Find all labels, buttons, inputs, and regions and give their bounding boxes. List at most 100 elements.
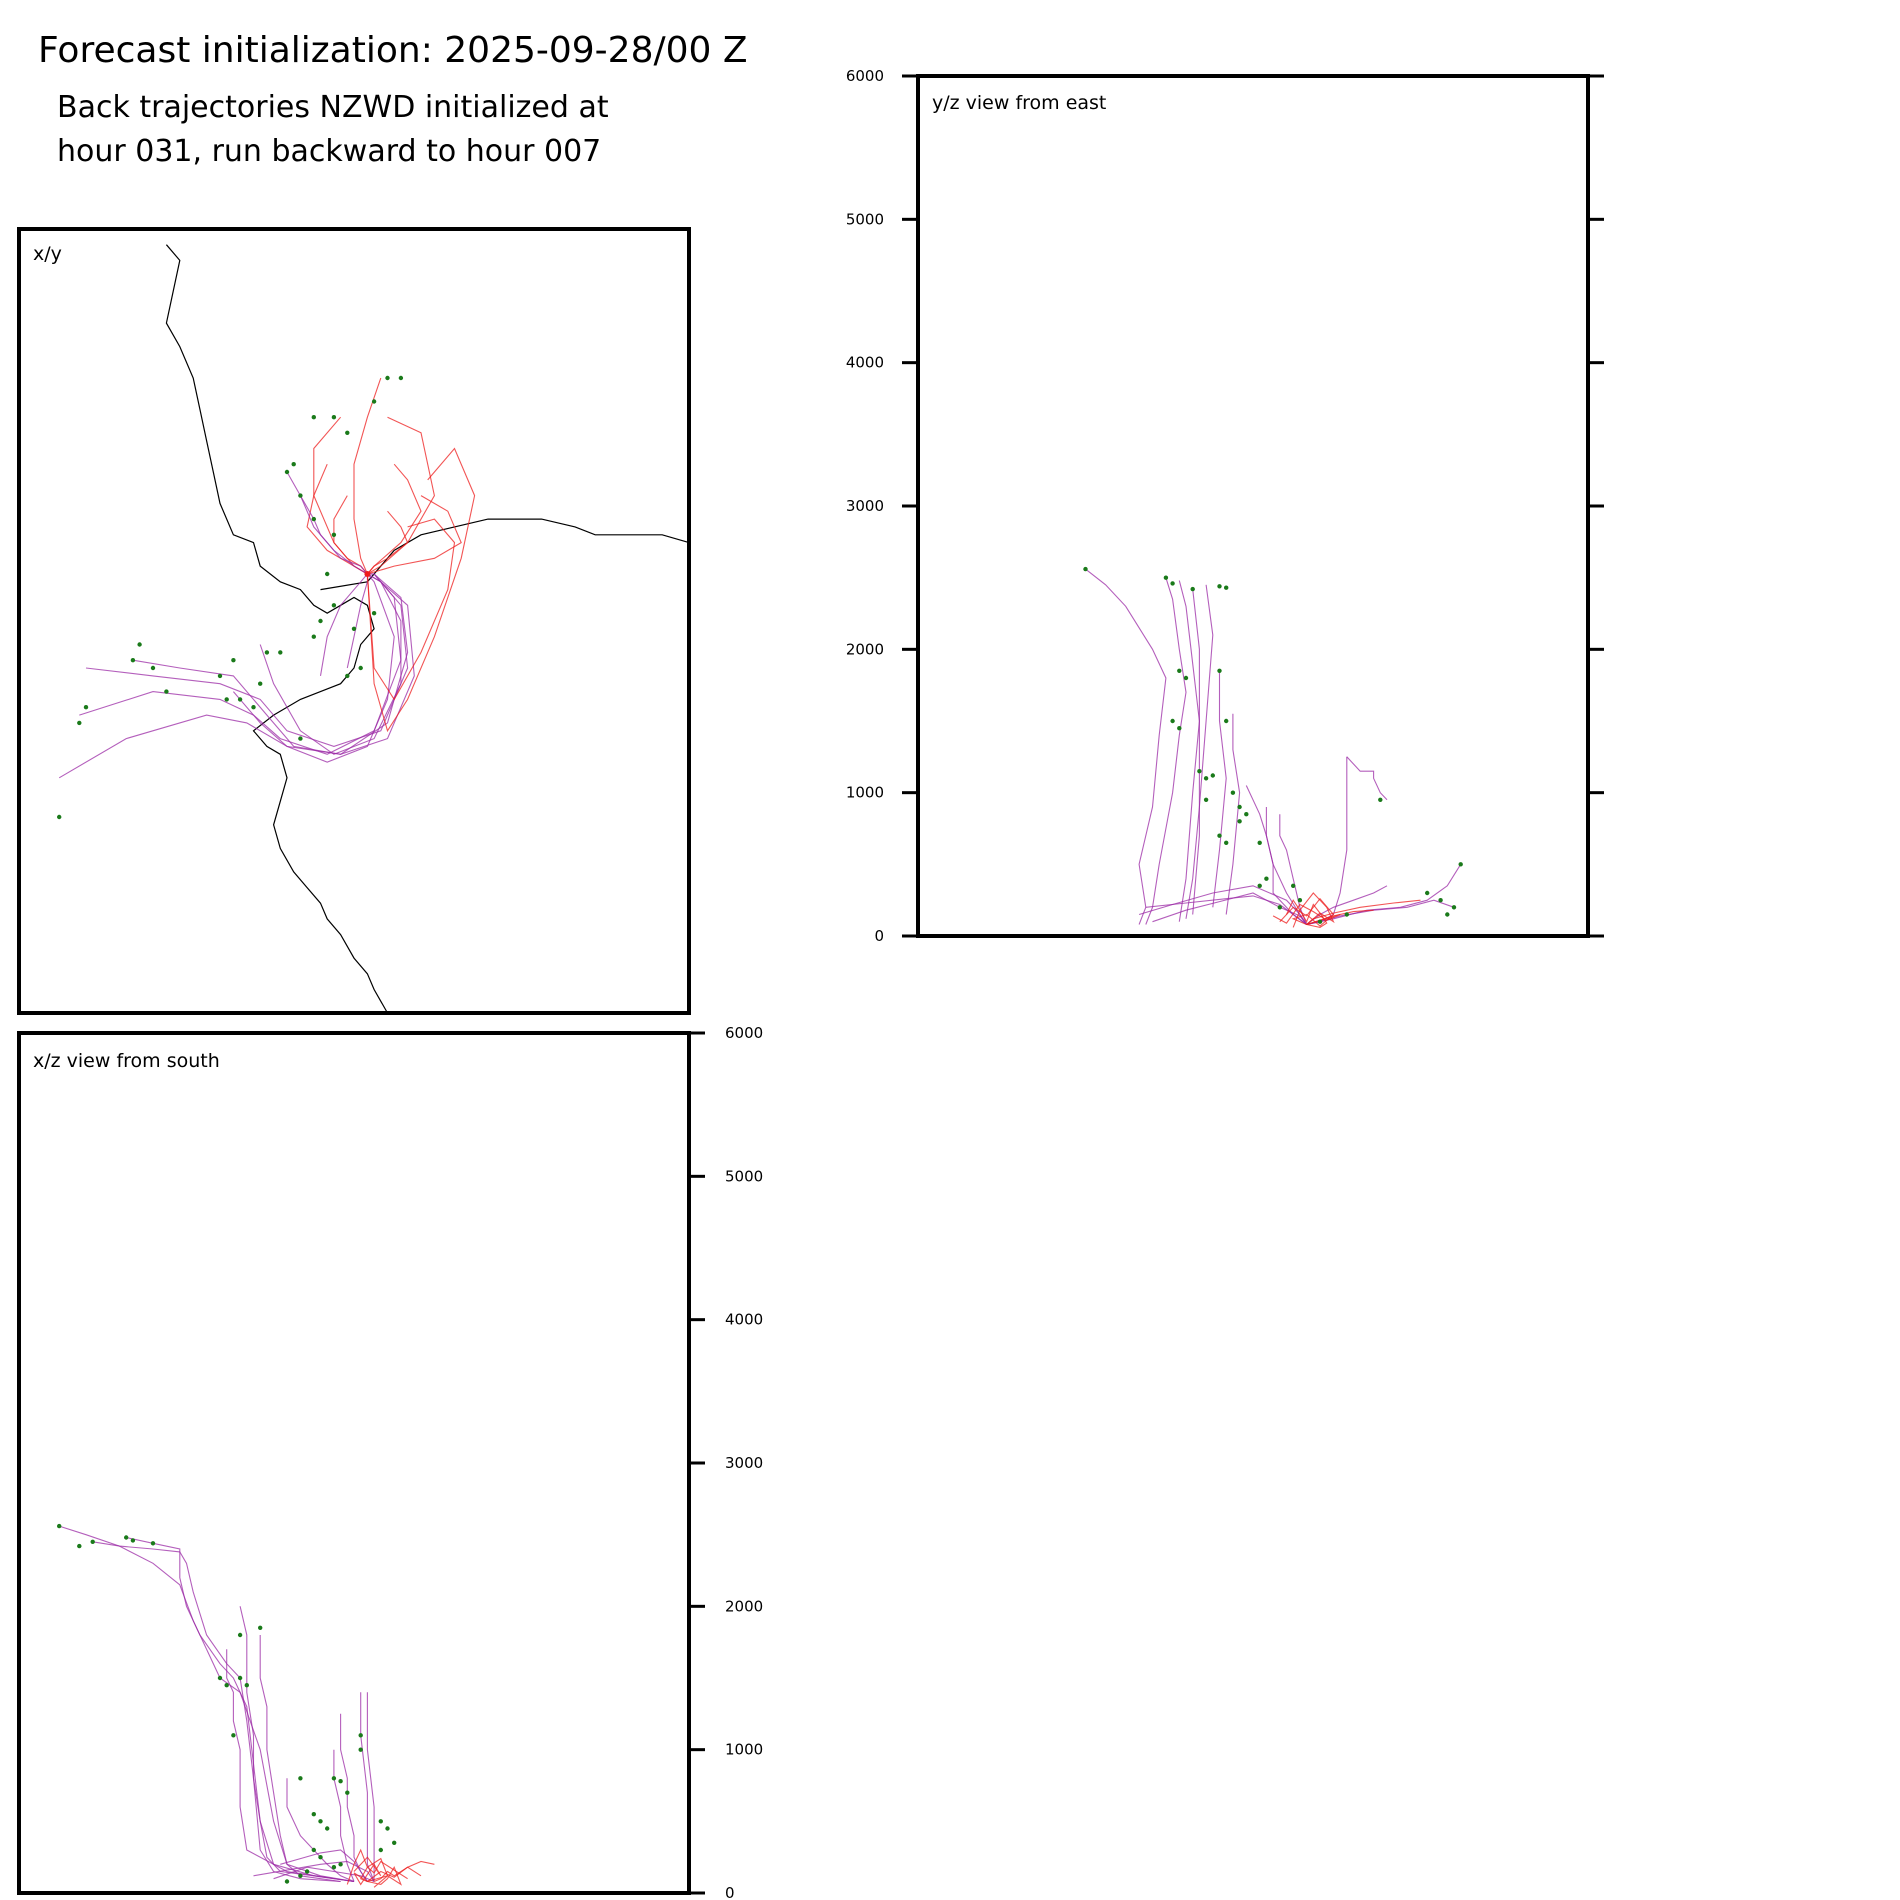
xy-trajectory-16 (232, 573, 395, 763)
xz-trajectory-6 (226, 1649, 355, 1883)
xy-endpoint-marker-33 (298, 736, 303, 741)
xz-endpoint-marker-23 (378, 1819, 383, 1824)
xz-endpoint-marker-17 (358, 1733, 363, 1738)
y-tick-label-6000: 6000 (725, 1024, 763, 1042)
xy-endpoint-marker-25 (150, 665, 156, 671)
xy-endpoint-marker-19 (278, 650, 283, 655)
yz-trajectory-1 (1085, 568, 1167, 925)
xz-trajectory-9 (366, 1692, 375, 1882)
xy-endpoint-marker-28 (77, 720, 82, 726)
figure-subtitle-line2: hour 031, run backward to hour 007 (57, 134, 602, 169)
xy-endpoint-marker-22 (258, 681, 263, 686)
yz-trajectory-5 (1192, 589, 1200, 915)
yz-trajectory-18 (1306, 885, 1388, 925)
xz-trajectory-10 (333, 1749, 355, 1882)
yz-endpoint-marker-11 (1224, 718, 1229, 724)
yz-endpoint-marker-21 (1217, 833, 1222, 838)
xz-endpoint-marker-4 (124, 1535, 129, 1540)
y-tick-label-1000: 1000 (725, 1741, 763, 1759)
y-tick-label-6000: 6000 (846, 67, 884, 85)
yz-plot-area (1083, 566, 1463, 928)
xz-endpoint-marker-24 (385, 1826, 390, 1831)
xz-endpoint-marker-9 (237, 1675, 243, 1681)
yz-endpoint-marker-35 (1277, 905, 1283, 910)
yz-endpoint-marker-23 (1257, 840, 1262, 845)
yz-trajectory-24 (1272, 903, 1341, 926)
xz-panel-label: x/z view from south (33, 1050, 220, 1072)
yz-endpoint-marker-29 (1425, 890, 1430, 896)
coastline-west (165, 244, 389, 1014)
yz-endpoint-marker-9 (1170, 718, 1175, 724)
yz-endpoint-marker-32 (1451, 905, 1457, 910)
figure-title: Forecast initialization: 2025-09-28/00 Z (38, 30, 748, 71)
xy-endpoint-marker-6 (345, 430, 350, 435)
xy-endpoint-marker-20 (231, 658, 236, 663)
xz-trajectory-16 (359, 1860, 408, 1883)
xy-endpoint-marker-34 (358, 665, 363, 671)
yz-endpoint-marker-22 (1224, 840, 1229, 845)
yz-endpoint-marker-10 (1177, 726, 1182, 731)
xy-endpoint-marker-32 (57, 814, 62, 820)
xy-release-point (364, 570, 371, 577)
xy-trajectory-6 (367, 495, 462, 575)
y-tick-label-3000: 3000 (846, 497, 884, 515)
xz-endpoint-marker-33 (331, 1865, 337, 1870)
y-tick-label-4000: 4000 (725, 1311, 763, 1329)
yz-endpoint-marker-19 (1244, 812, 1249, 817)
xz-endpoint-marker-15 (331, 1776, 337, 1781)
xz-endpoint-marker-18 (358, 1747, 363, 1752)
xz-endpoint-marker-7 (217, 1675, 223, 1681)
yz-endpoint-marker-24 (1264, 876, 1269, 881)
xz-endpoint-marker-13 (231, 1733, 236, 1738)
xz-endpoint-marker-28 (318, 1855, 323, 1860)
coastline-east (320, 518, 690, 591)
xy-trajectory-17 (346, 574, 368, 669)
xz-endpoint-marker-22 (325, 1826, 330, 1831)
xy-panel-label: x/y (33, 243, 62, 265)
xz-endpoint-marker-25 (392, 1840, 397, 1846)
xz-endpoint-marker-8 (224, 1683, 229, 1688)
figure-subtitle-line1: Back trajectories NZWD initialized at (57, 90, 609, 125)
yz-endpoint-marker-34 (1317, 919, 1323, 924)
yz-trajectory-9 (1265, 807, 1307, 925)
xy-endpoint-marker-31 (251, 705, 256, 710)
xz-endpoint-marker-10 (244, 1683, 249, 1688)
xz-trajectory-8 (360, 1692, 375, 1882)
yz-endpoint-marker-17 (1230, 790, 1236, 795)
xz-y-axis: 0 1000 2000 3000 4000 5000 6000 (689, 1024, 763, 1900)
xy-panel-frame (17, 227, 691, 1015)
yz-endpoint-marker-8 (1183, 675, 1189, 681)
xy-endpoint-marker-18 (264, 650, 270, 655)
yz-trajectory-10 (1279, 814, 1308, 925)
xy-trajectory-15 (259, 573, 402, 755)
xz-endpoint-marker-14 (298, 1776, 303, 1781)
xy-endpoint-marker-35 (345, 673, 350, 679)
xy-endpoint-marker-17 (351, 626, 357, 631)
xz-endpoint-marker-11 (237, 1632, 243, 1638)
y-tick-label-2000: 2000 (725, 1597, 763, 1615)
xy-endpoint-marker-15 (331, 603, 337, 608)
yz-trajectory-15 (1152, 892, 1308, 925)
xz-endpoint-marker-16 (338, 1779, 343, 1784)
xz-endpoint-marker-3 (77, 1543, 82, 1549)
yz-endpoint-marker-16 (1203, 797, 1209, 802)
xy-trajectory-19 (366, 447, 476, 733)
xz-endpoint-marker-30 (298, 1873, 303, 1879)
xy-endpoint-marker-29 (224, 697, 229, 702)
xz-endpoint-marker-32 (338, 1862, 343, 1867)
yz-endpoint-marker-36 (1344, 912, 1350, 917)
xz-trajectory-12 (280, 1849, 368, 1882)
yz-trajectory-4 (1185, 584, 1214, 919)
yz-endpoint-marker-13 (1197, 769, 1202, 774)
yz-endpoint-marker-15 (1210, 773, 1216, 778)
xz-trajectory-1 (59, 1525, 341, 1883)
xy-endpoint-marker-2 (398, 375, 404, 381)
xy-endpoint-marker-5 (311, 415, 316, 420)
xy-panel: x/y (17, 227, 691, 1015)
xy-endpoint-marker-4 (331, 415, 337, 420)
yz-endpoint-marker-2 (1163, 575, 1169, 580)
xy-trajectory-10 (299, 495, 368, 575)
xy-trajectory-18 (319, 573, 368, 676)
xy-endpoint-marker-12 (325, 571, 330, 577)
yz-y-axis: 0 1000 2000 3000 4000 5000 6000 (846, 67, 1604, 945)
